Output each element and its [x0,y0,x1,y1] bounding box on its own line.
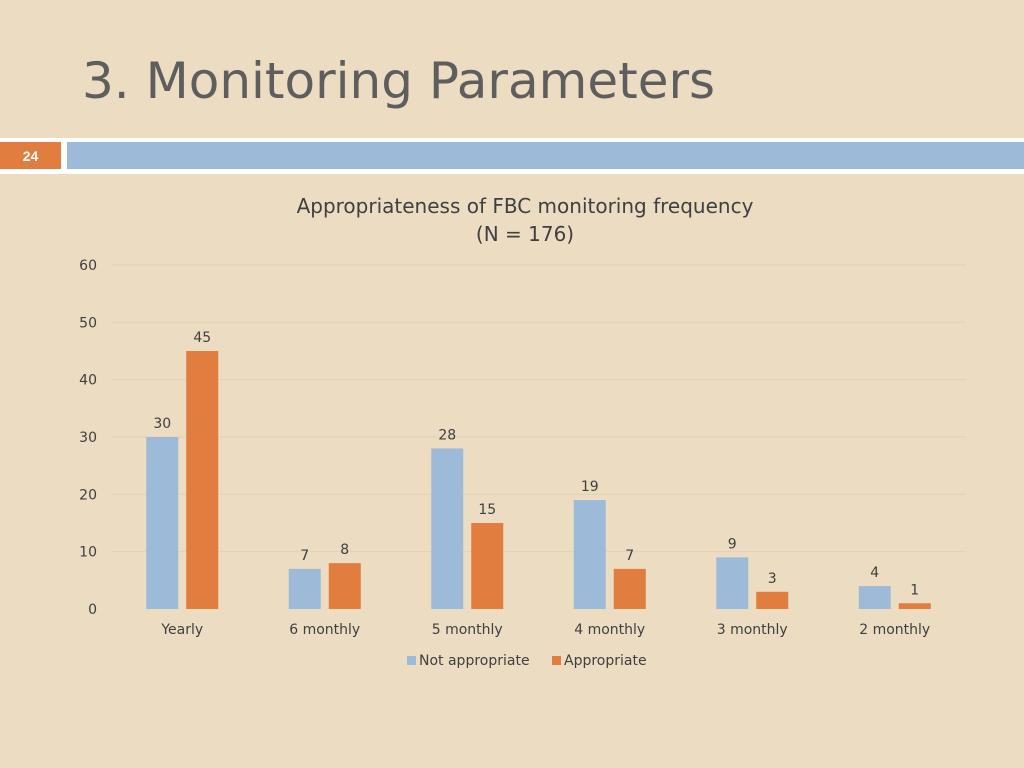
bar-not-appropriate [146,437,179,609]
y-tick-label: 60 [79,258,97,274]
data-label: 3 [768,571,777,587]
legend-swatch [552,656,561,665]
x-tick-label: 2 monthly [859,622,930,638]
data-label: 19 [581,479,599,495]
data-label: 7 [625,548,634,564]
bar-not-appropriate [716,557,749,609]
bar-not-appropriate [573,500,606,609]
x-tick-label: 4 monthly [574,622,645,638]
legend-swatch [407,656,416,665]
header-band [67,142,1024,169]
chart-subtitle: (N = 176) [476,222,574,246]
x-tick-label: 6 monthly [289,622,360,638]
data-label: 30 [153,416,171,432]
data-label: 1 [910,582,919,598]
legend-label: Appropriate [564,653,647,669]
bar-not-appropriate [431,448,464,609]
y-tick-label: 10 [79,545,97,561]
bar-chart: Appropriateness of FBC monitoring freque… [79,194,966,669]
x-tick-label: Yearly [160,622,203,638]
y-tick-label: 30 [79,430,97,446]
x-tick-label: 3 monthly [717,622,788,638]
y-tick-label: 0 [88,602,97,618]
data-label: 28 [438,427,456,443]
legend-label: Not appropriate [419,653,530,669]
x-tick-label: 5 monthly [432,622,503,638]
bar-appropriate [613,568,646,609]
bar-appropriate [186,351,219,609]
y-tick-label: 40 [79,373,97,389]
data-label: 45 [193,330,211,346]
y-tick-label: 20 [79,487,97,503]
data-label: 9 [728,536,737,552]
y-tick-label: 50 [79,315,97,331]
page-number: 24 [0,142,61,169]
data-label: 15 [478,502,496,518]
bar-appropriate [898,603,931,609]
chart-title: Appropriateness of FBC monitoring freque… [297,194,754,218]
bar-appropriate [756,591,789,609]
bar-not-appropriate [858,586,891,609]
data-label: 7 [300,548,309,564]
bar-appropriate [328,563,361,609]
data-label: 4 [870,565,879,581]
bar-not-appropriate [288,568,321,609]
bar-appropriate [471,523,504,609]
data-label: 8 [340,542,349,558]
slide-title: 3. Monitoring Parameters [82,52,716,110]
